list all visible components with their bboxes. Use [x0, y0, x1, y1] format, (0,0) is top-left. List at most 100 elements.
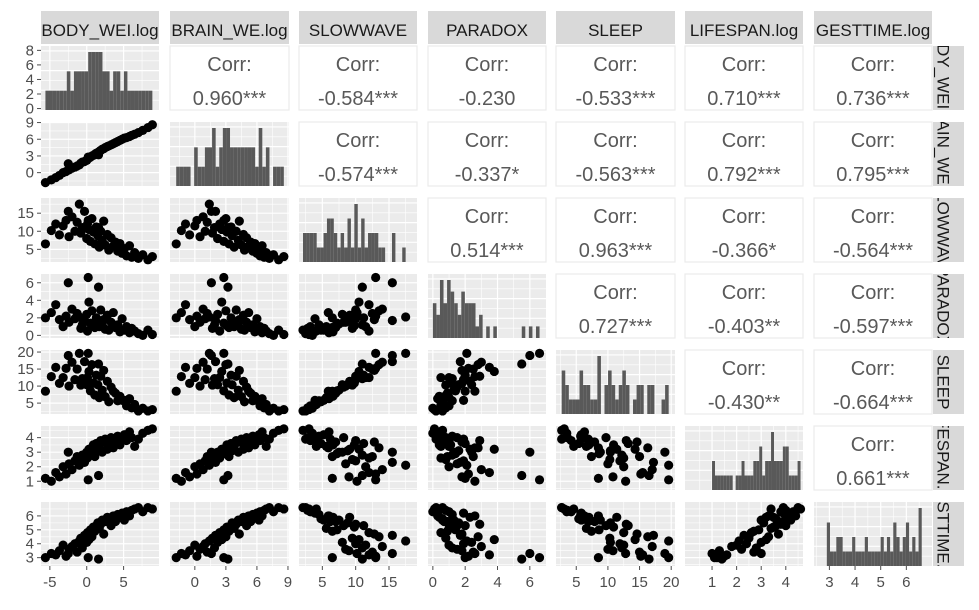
scatter-point — [364, 326, 374, 336]
histogram-bar — [893, 522, 897, 566]
x-tick-label: 9 — [284, 574, 292, 591]
scatter-point — [475, 371, 485, 381]
histogram-bar — [915, 551, 919, 566]
x-tick-label: -5 — [43, 574, 56, 591]
scatter-point — [727, 541, 737, 552]
panel-5-5 — [685, 426, 803, 490]
scatter-point — [99, 365, 109, 376]
scatter-point — [63, 159, 73, 169]
scatter-point — [46, 371, 56, 382]
scatter-point — [739, 530, 749, 540]
y-tick-label: 3 — [26, 148, 34, 165]
panel-1-3: Corr: -0.337* — [427, 121, 547, 187]
corr-heading: Corr: — [851, 358, 895, 380]
column-label: PARADOX — [446, 21, 528, 40]
scatter-point — [63, 206, 73, 216]
histogram-bar — [337, 247, 341, 262]
y-tick-label: 0 — [26, 101, 34, 118]
scatter-point — [67, 357, 77, 367]
scatter-point — [200, 226, 210, 236]
scatter-point — [223, 359, 233, 369]
corr-value: 0.661*** — [836, 468, 910, 490]
y-tick-label: 4 — [26, 536, 34, 553]
scatter-point — [345, 444, 355, 454]
scatter-point — [79, 356, 90, 367]
scatter-point — [345, 376, 355, 386]
scatter-point — [470, 511, 480, 521]
corr-value: -0.563*** — [575, 164, 655, 186]
scatter-point — [632, 529, 642, 539]
histogram-bar — [744, 475, 748, 490]
scatter-point — [200, 375, 210, 385]
histogram-bar — [59, 90, 64, 110]
scatter-point — [190, 372, 200, 383]
scatter-point — [147, 120, 157, 130]
y-tick-label: 8 — [26, 42, 34, 59]
x-tick-label: 5 — [318, 574, 326, 591]
scatter-point — [334, 447, 344, 457]
scatter-point — [351, 435, 361, 446]
scatter-point — [219, 348, 229, 359]
scatter-point — [327, 473, 337, 483]
scatter-point — [180, 219, 191, 229]
panel-0-2: Corr: -0.584*** — [298, 45, 418, 111]
panel-3-6: Corr: -0.597*** — [813, 273, 933, 339]
histogram-bar — [197, 166, 202, 186]
histogram-bar — [647, 385, 651, 414]
histogram-bar — [486, 326, 490, 338]
scatter-point — [463, 469, 474, 479]
scatter-point — [664, 536, 674, 546]
scatter-point — [369, 529, 379, 539]
histogram-bar — [361, 218, 365, 262]
scatter-point — [347, 454, 357, 465]
scatter-point — [778, 502, 788, 513]
scatter-point — [579, 427, 590, 437]
scatter-point — [517, 470, 527, 481]
scatter-point — [484, 550, 495, 560]
panel-0-6: Corr: 0.736*** — [813, 45, 933, 111]
x-tick-label: 15 — [631, 574, 648, 591]
scatter-point — [429, 504, 440, 514]
scatter-point — [171, 239, 181, 249]
scatter-point — [465, 376, 475, 386]
scatter-point — [63, 548, 73, 559]
panel-1-5: Corr: 0.792*** — [684, 121, 804, 187]
scatter-point — [377, 465, 387, 475]
histogram-bar — [471, 303, 476, 338]
scatter-point — [63, 350, 73, 361]
histogram-bar — [127, 90, 131, 110]
scatter-point — [93, 554, 104, 564]
panel-5-3 — [428, 424, 546, 490]
scatter-point — [455, 457, 465, 467]
scatter-point — [608, 472, 618, 482]
histogram-bar — [432, 303, 437, 338]
scatter-point — [180, 362, 191, 372]
histogram-bar — [303, 233, 307, 262]
scatter-point — [311, 441, 321, 451]
corr-heading: Corr: — [593, 54, 637, 76]
scatter-point — [449, 447, 459, 457]
scatter-point — [660, 447, 670, 457]
histogram-bar — [70, 90, 74, 110]
scatter-point — [644, 554, 654, 564]
histogram-bar — [330, 218, 334, 262]
histogram-bar — [357, 247, 362, 262]
histogram-bar — [864, 537, 868, 566]
panel-6-5 — [685, 502, 806, 566]
scatter-point — [475, 519, 485, 529]
corr-heading: Corr: — [851, 54, 895, 76]
scatter-point — [442, 451, 452, 462]
corr-value: -0.584*** — [318, 88, 398, 110]
y-tick-label: 5 — [26, 522, 34, 539]
histogram-bar — [877, 551, 881, 566]
scatter-point — [261, 441, 271, 451]
corr-value: 0.792*** — [707, 164, 781, 186]
scatter-point — [749, 526, 759, 536]
histogram-bar — [52, 90, 57, 110]
scatter-point — [369, 314, 379, 325]
scatter-point — [534, 348, 545, 359]
scatter-point — [279, 404, 289, 415]
corr-value: -0.230 — [459, 88, 516, 110]
column-label: SLEEP — [588, 21, 643, 40]
histogram-bar — [186, 166, 191, 186]
